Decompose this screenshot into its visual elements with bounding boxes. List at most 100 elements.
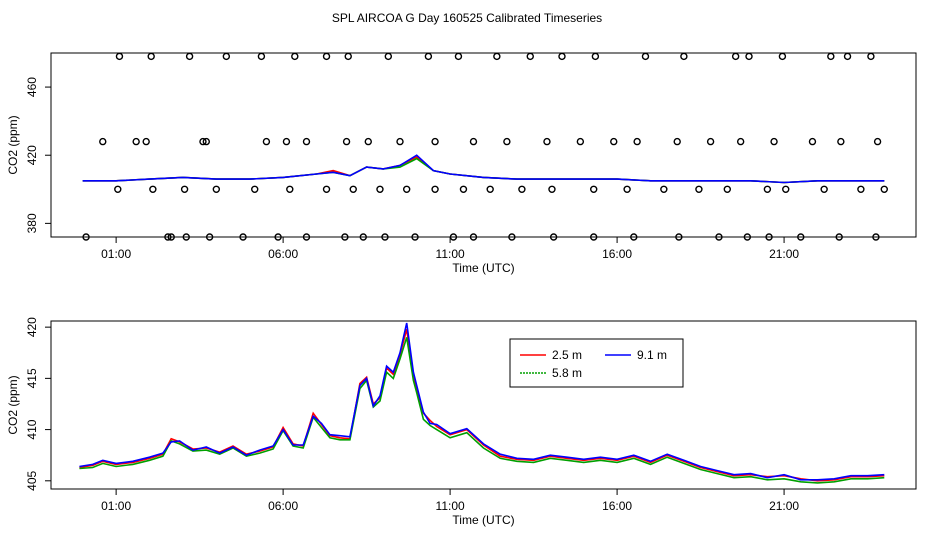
- data-point-marker: [778, 52, 787, 61]
- data-point-marker: [675, 233, 683, 241]
- x-tick-label: 16:00: [602, 247, 632, 261]
- data-point-marker: [199, 137, 207, 146]
- data-point-marker: [770, 137, 778, 146]
- data-point-marker: [503, 137, 511, 146]
- data-point-marker: [341, 233, 349, 241]
- series-line-58m: [79, 337, 885, 484]
- y-tick-label: 460: [25, 77, 39, 97]
- data-point-marker: [673, 137, 681, 146]
- x-tick-label: 21:00: [769, 499, 799, 513]
- data-point-marker: [723, 185, 732, 193]
- data-point-marker: [880, 185, 888, 193]
- data-point-marker: [114, 185, 122, 193]
- data-point-marker: [147, 52, 155, 61]
- data-point-marker: [384, 52, 393, 61]
- data-point-marker: [262, 137, 271, 146]
- data-point-marker: [469, 137, 478, 146]
- data-point-marker: [745, 52, 753, 61]
- data-point-marker: [610, 137, 618, 146]
- y-tick-label: 420: [25, 317, 39, 337]
- data-point-marker: [322, 185, 331, 193]
- data-point-marker: [518, 185, 526, 193]
- data-point-marker: [291, 52, 299, 61]
- data-point-marker: [782, 185, 790, 193]
- data-point-marker: [142, 137, 150, 146]
- x-tick-label: 11:00: [436, 247, 465, 261]
- data-point-marker: [82, 233, 90, 241]
- legend-box: [509, 338, 684, 388]
- x-tick-label: 11:00: [436, 499, 465, 513]
- data-point-marker: [558, 52, 566, 61]
- data-point-marker: [431, 185, 439, 193]
- data-point-marker: [282, 137, 291, 146]
- data-point-marker: [302, 137, 311, 146]
- data-point-marker: [222, 52, 231, 61]
- x-tick-label: 06:00: [268, 499, 298, 513]
- x-tick-label: 01:00: [101, 499, 131, 513]
- data-point-marker: [180, 185, 189, 193]
- data-point-marker: [630, 233, 638, 241]
- data-point-marker: [486, 185, 494, 193]
- y-axis-label: CO2 (ppm): [6, 375, 20, 434]
- data-point-marker: [396, 137, 404, 146]
- data-point-marker: [837, 137, 845, 146]
- data-point-marker: [342, 137, 351, 146]
- data-point-marker: [867, 52, 875, 61]
- data-point-marker: [359, 233, 367, 241]
- data-point-marker: [843, 52, 852, 61]
- data-point-marker: [115, 52, 124, 61]
- data-point-marker: [549, 233, 558, 241]
- legend-entry: 5.8 m: [552, 366, 582, 380]
- data-point-marker: [376, 185, 384, 193]
- legend: 2.5 m 5.8 m 9.1 m: [509, 338, 684, 388]
- data-point-marker: [633, 137, 641, 146]
- data-point-marker: [132, 137, 140, 146]
- data-point-marker: [424, 52, 433, 61]
- x-tick-label: 06:00: [268, 247, 298, 261]
- data-point-marker: [257, 52, 266, 61]
- data-point-marker: [302, 233, 311, 241]
- data-point-marker: [736, 137, 745, 146]
- data-point-marker: [576, 137, 585, 146]
- data-point-marker: [715, 233, 723, 241]
- data-point-marker: [591, 52, 600, 61]
- data-point-marker: [743, 233, 752, 241]
- data-point-marker: [454, 52, 463, 61]
- data-point-marker: [590, 233, 598, 241]
- data-point-marker: [202, 137, 210, 146]
- data-point-marker: [827, 52, 835, 61]
- data-point-marker: [459, 185, 468, 193]
- data-point-marker: [543, 137, 551, 146]
- legend-entry: 9.1 m: [637, 348, 667, 362]
- series-line-91m: [82, 154, 885, 184]
- data-point-marker: [149, 185, 157, 193]
- series-line-25m: [79, 328, 885, 482]
- data-point-marker: [526, 52, 534, 61]
- x-tick-label: 01:00: [101, 247, 131, 261]
- x-tick-label: 21:00: [769, 247, 799, 261]
- data-point-marker: [251, 185, 259, 193]
- data-point-marker: [680, 52, 688, 61]
- x-axis-label: Time (UTC): [452, 261, 514, 275]
- data-point-marker: [872, 233, 880, 241]
- x-axis-label: Time (UTC): [452, 513, 514, 527]
- data-point-marker: [765, 233, 773, 241]
- plot-frame: [50, 52, 917, 238]
- data-point-marker: [731, 52, 740, 61]
- y-tick-label: 380: [25, 213, 39, 233]
- data-point-marker: [449, 233, 458, 241]
- data-point-marker: [182, 233, 190, 241]
- data-point-marker: [185, 52, 194, 61]
- data-point-marker: [820, 185, 828, 193]
- data-point-marker: [402, 185, 411, 193]
- y-tick-label: 410: [25, 419, 39, 439]
- data-point-marker: [706, 137, 715, 146]
- data-point-marker: [364, 137, 372, 146]
- x-tick-label: 16:00: [602, 499, 632, 513]
- y-axis-label: CO2 (ppm): [6, 115, 20, 174]
- data-point-marker: [835, 233, 843, 241]
- data-point-marker: [381, 233, 389, 241]
- data-point-marker: [797, 233, 805, 241]
- data-point-marker: [508, 233, 516, 241]
